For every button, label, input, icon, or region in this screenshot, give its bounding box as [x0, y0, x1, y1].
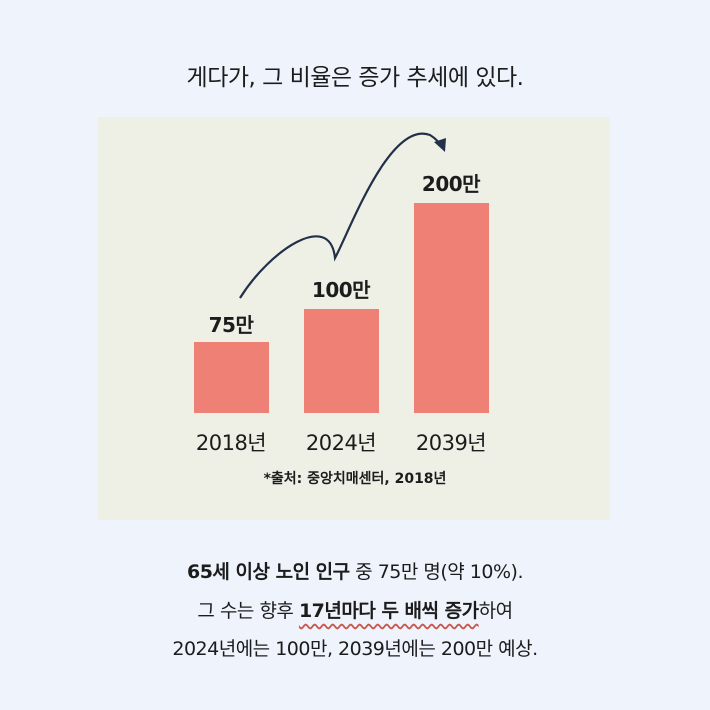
- emphasis-text: 17년마다 두 배씩 증가: [298, 600, 479, 622]
- summary-line-1: 65세 이상 노인 인구 중 75만 명(약 10%).: [0, 557, 710, 584]
- bar-2024: [304, 309, 379, 413]
- category-label-2039: 2039년: [415, 431, 487, 455]
- value-label-2024: 100만: [311, 278, 371, 302]
- text: 중 75만 명(약 10%).: [349, 561, 523, 583]
- page-title: 게다가, 그 비율은 증가 추세에 있다.: [186, 65, 524, 91]
- bar-2039: [414, 203, 489, 413]
- summary-line-3: 2024년에는 100만, 2039년에는 200만 예상.: [172, 638, 538, 660]
- text: 그 수는 향후: [197, 600, 299, 622]
- value-label-2018: 75만: [208, 313, 254, 337]
- category-label-2018: 2018년: [195, 431, 267, 455]
- source-note: *출처: 중앙치매센터, 2018년: [263, 471, 447, 487]
- value-label-2039: 200만: [421, 172, 481, 196]
- category-label-2024: 2024년: [305, 431, 377, 455]
- highlight-text: 65세 이상 노인 인구: [186, 561, 350, 583]
- bar-2018: [194, 342, 269, 413]
- summary-line-2: 그 수는 향후 17년마다 두 배씩 증가하여: [0, 596, 710, 623]
- text: 하여: [478, 600, 513, 622]
